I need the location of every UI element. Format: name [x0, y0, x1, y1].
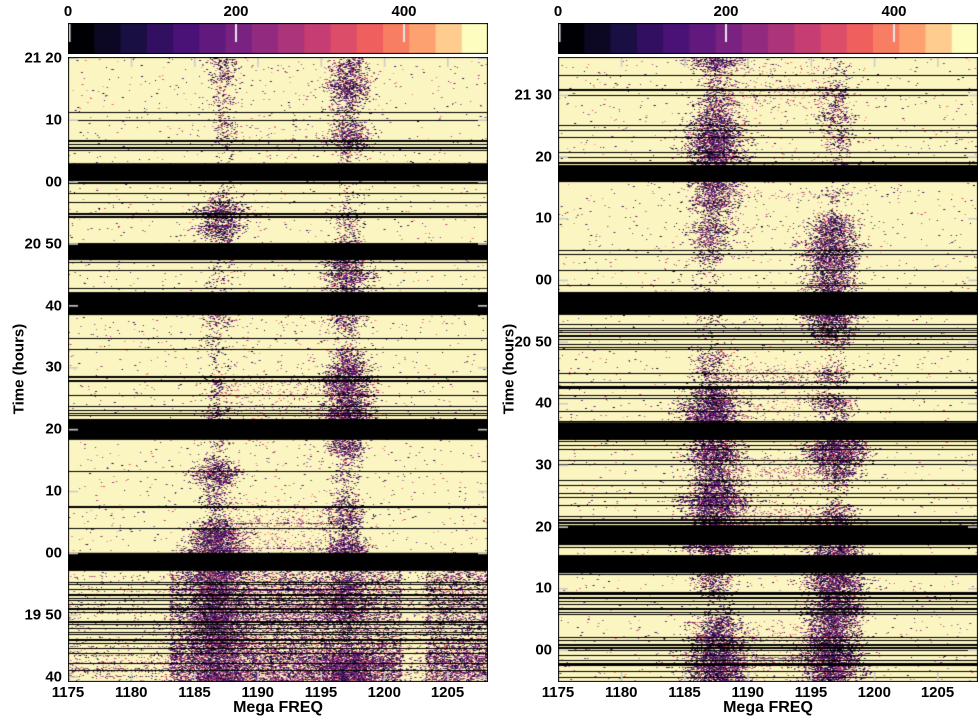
- y-tick-label: 10: [45, 482, 62, 500]
- x-tick-label: 1185: [668, 684, 701, 701]
- y-tick-label: 40: [535, 394, 552, 412]
- colorbar-tick-label: 0: [553, 3, 563, 20]
- spectrogram-panel-right: Time (hours) Mega FREQ 21 30 20 10 00 20 50 4…: [490, 0, 978, 720]
- y-tick-label: 21 30: [514, 86, 552, 104]
- y-tick-label: 19 50: [24, 606, 62, 624]
- x-tick-label: 1195: [304, 684, 338, 701]
- x-axis-title-right: Mega FREQ: [723, 699, 813, 716]
- y-tick-label: 30: [45, 358, 62, 376]
- y-tick-label: 00: [45, 173, 62, 191]
- y-tick-label: 00: [535, 271, 552, 289]
- y-tick-label: 20: [535, 518, 552, 536]
- x-tick-label: 1205: [920, 684, 955, 701]
- y-tick-label: 40: [45, 668, 62, 686]
- y-tick-label: 10: [535, 579, 552, 597]
- colorbar-tick-label: 400: [881, 3, 907, 20]
- x-tick-label: 1200: [857, 684, 891, 701]
- y-tick-label: 20 50: [24, 235, 62, 253]
- x-tick-label: 1195: [794, 684, 828, 701]
- y-tick-label: 21 20: [24, 49, 62, 67]
- y-tick-label: 20: [45, 420, 62, 438]
- x-tick-label: 1190: [731, 684, 765, 701]
- y-tick-label: 10: [45, 111, 62, 129]
- y-tick-label: 40: [45, 297, 62, 315]
- colorbar-tick-label: 0: [63, 3, 73, 20]
- colorbar-tick-label: 400: [391, 3, 417, 20]
- x-tick-label: 1175: [541, 684, 575, 701]
- colorbar-left: [68, 23, 488, 54]
- y-tick-label: 20: [535, 148, 552, 166]
- colorbar-right: [558, 23, 978, 54]
- spectrogram-plot-right: [558, 57, 978, 682]
- x-tick-label: 1205: [430, 684, 465, 701]
- y-tick-label: 00: [535, 641, 552, 659]
- x-tick-label: 1180: [604, 684, 638, 701]
- y-tick-label: 20 50: [514, 333, 552, 351]
- spectrogram-panel-left: Time (hours) Mega FREQ 21 20 10 00 20 50 40 3…: [11, 3, 488, 716]
- spectrogram-plot-left: [68, 57, 488, 682]
- y-tick-label: 30: [535, 456, 552, 474]
- x-tick-label: 1175: [51, 684, 85, 701]
- colorbar-tick-label: 200: [713, 3, 739, 20]
- y-tick-label: 00: [45, 544, 62, 562]
- x-tick-label: 1200: [367, 684, 401, 701]
- x-tick-label: 1190: [241, 684, 275, 701]
- colorbar-tick-label: 200: [223, 3, 249, 20]
- y-tick-label: 10: [535, 209, 552, 227]
- x-axis-title-left: Mega FREQ: [233, 699, 323, 716]
- x-tick-label: 1185: [178, 684, 211, 701]
- x-tick-label: 1180: [114, 684, 148, 701]
